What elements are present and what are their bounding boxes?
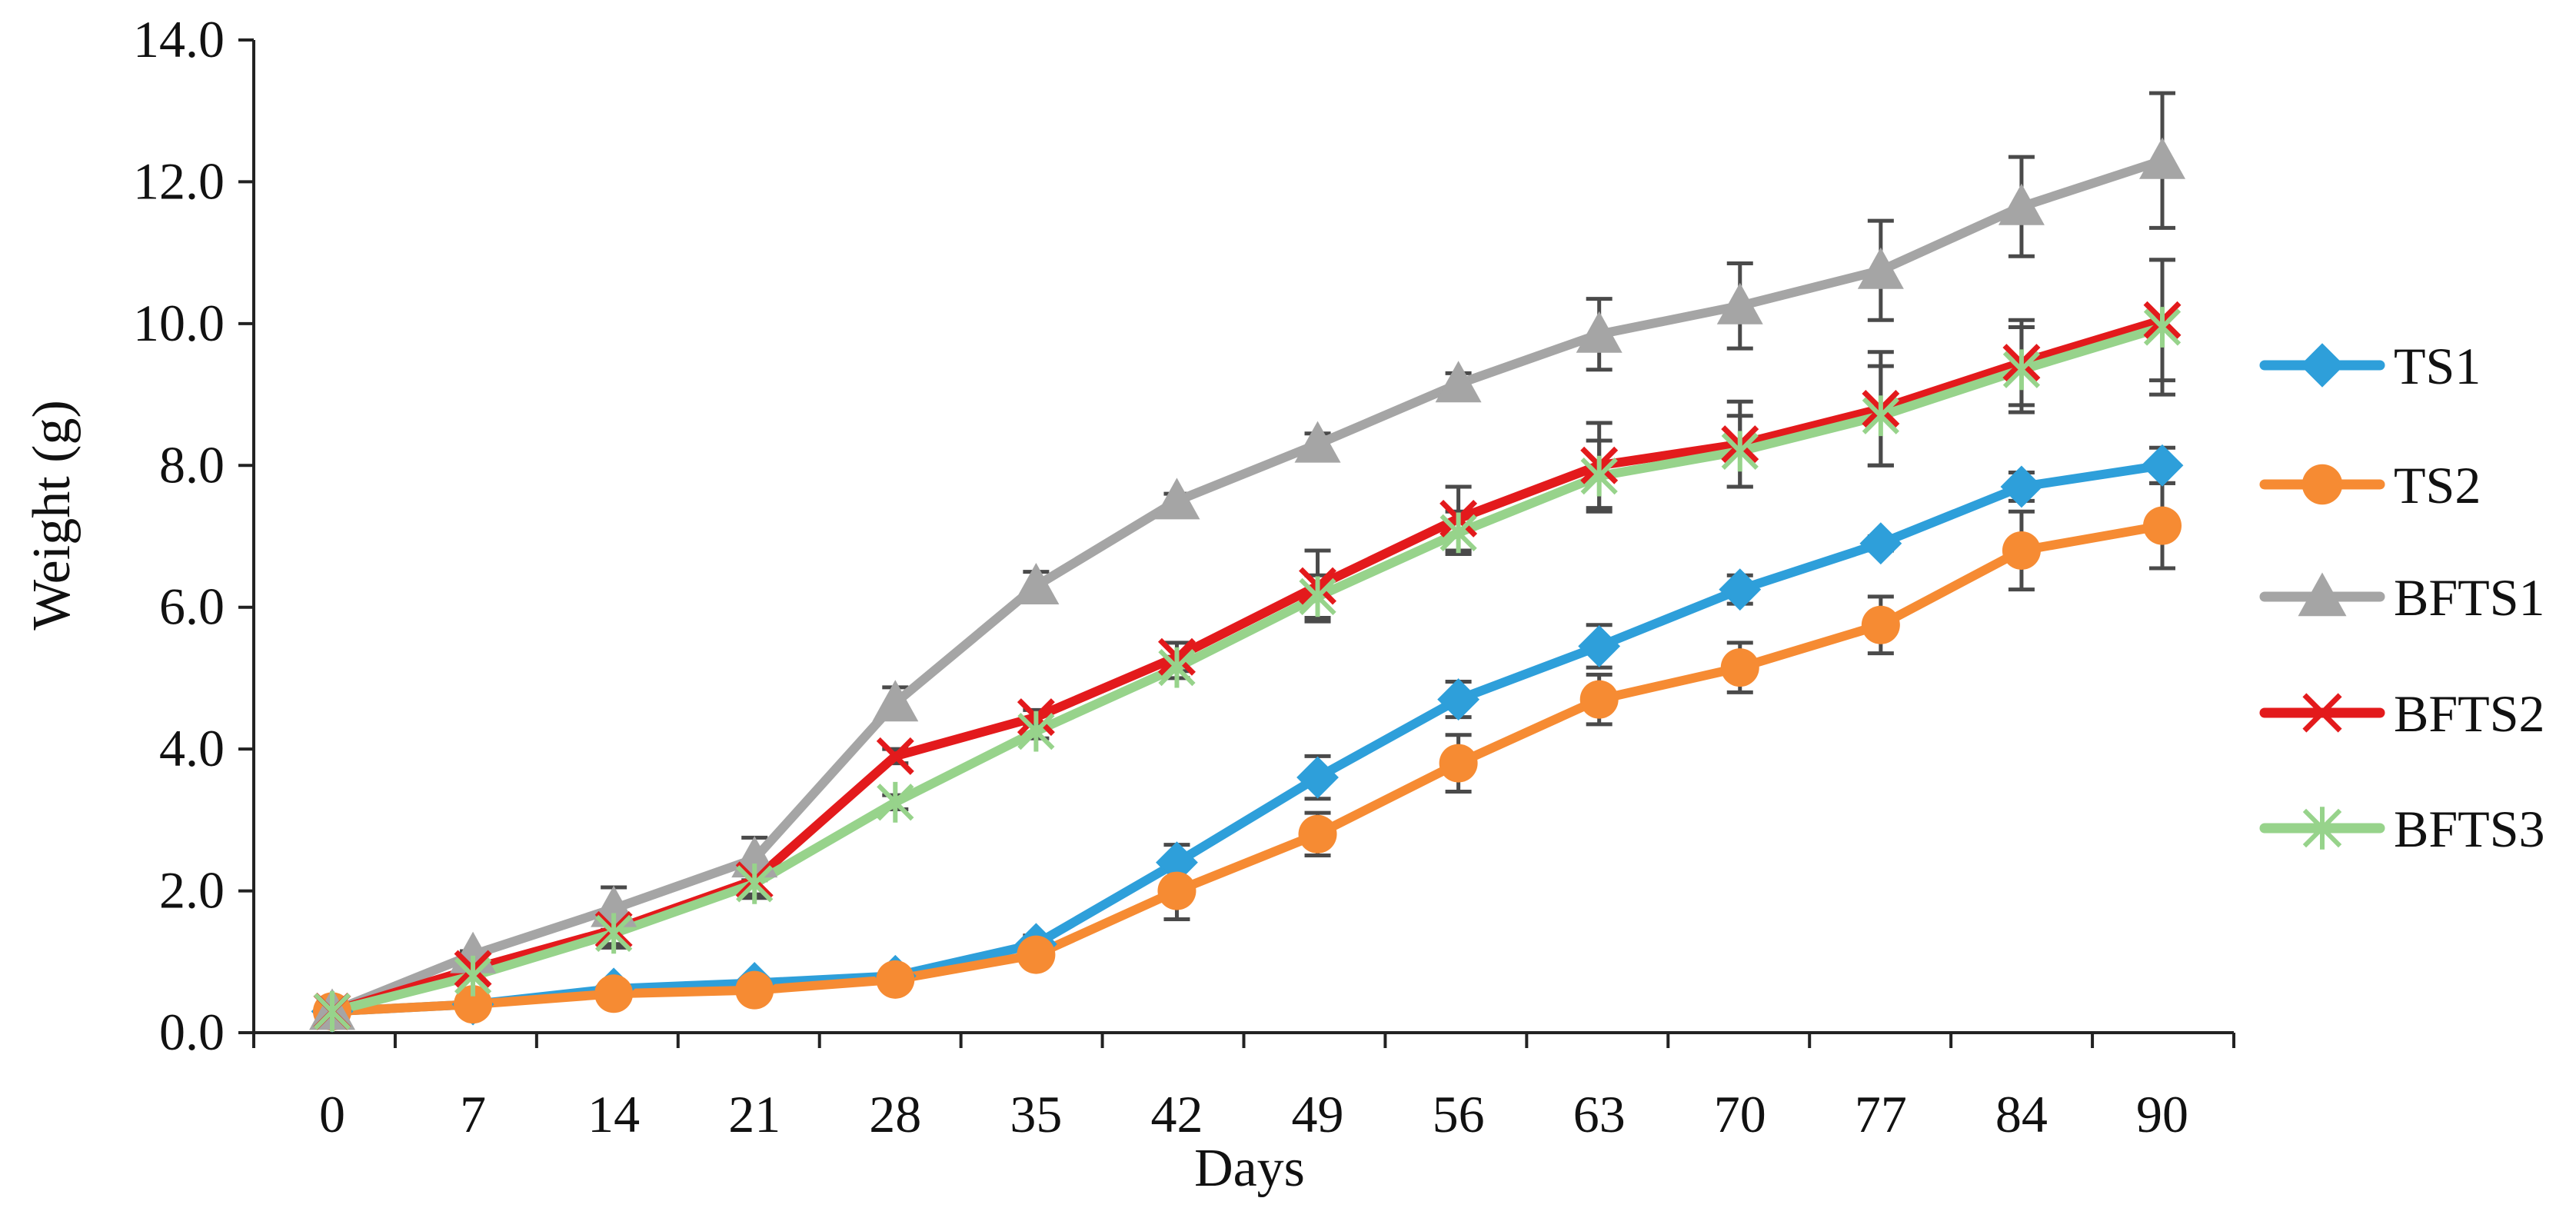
legend-item-bfts3: BFTS3 <box>2259 800 2545 858</box>
x-tick-label: 0 <box>319 1085 345 1143</box>
legend-label-ts2: TS2 <box>2394 456 2481 514</box>
data-point-ts2 <box>1861 605 1900 644</box>
data-point-bfts1 <box>1153 478 1200 520</box>
series-line-ts2 <box>328 521 2167 1017</box>
data-point-ts2 <box>1157 871 1196 910</box>
data-point-ts2 <box>1579 680 1619 719</box>
series-line-bfts1 <box>328 155 2167 1017</box>
data-point-bfts1 <box>1857 247 1904 289</box>
y-tick-label: 6.0 <box>159 577 225 636</box>
data-point-bfts2-stroke <box>876 737 914 775</box>
data-point-ts1 <box>1859 522 1902 565</box>
legend-marker-bfts2-stroke <box>2302 693 2342 733</box>
x-tick-label: 35 <box>1010 1085 1062 1143</box>
data-point-ts2 <box>1017 935 1056 974</box>
data-point-bfts1 <box>1716 282 1763 324</box>
legend-item-bfts2: BFTS2 <box>2259 684 2545 743</box>
data-point-ts1 <box>1578 625 1621 667</box>
series-line-bfts3 <box>328 322 2167 1017</box>
x-tick-label: 49 <box>1292 1085 1344 1143</box>
series-lines-layer <box>328 155 2167 1017</box>
axes-layer: 0.0 2.0 4.0 6.0 8.0 10.0 12.0 14.0 0 7 14 21 28 35 42 4… <box>133 10 2235 1143</box>
data-point-ts1 <box>2141 444 2184 487</box>
x-tick-label: 7 <box>460 1085 486 1143</box>
legend-label-bfts2: BFTS2 <box>2394 684 2545 743</box>
data-point-bfts3 <box>454 955 492 997</box>
data-point-bfts1 <box>1013 563 1060 605</box>
data-point-bfts2 <box>876 737 914 775</box>
data-point-bfts1 <box>1576 311 1622 353</box>
data-point-ts1 <box>1437 678 1480 721</box>
data-point-bfts3 <box>877 781 914 823</box>
data-point-bfts3 <box>1158 647 1196 688</box>
data-point-ts2 <box>1439 744 1478 783</box>
data-point-ts1 <box>2000 465 2043 508</box>
x-tick-label: 84 <box>1995 1085 2048 1143</box>
legend-marker-bfts2 <box>2302 693 2342 733</box>
data-point-ts2 <box>2002 531 2041 570</box>
data-point-bfts1 <box>1435 361 1482 403</box>
data-point-ts2 <box>1298 814 1337 854</box>
y-axis-title: Weight (g) <box>22 400 82 631</box>
y-tick-label: 4.0 <box>159 719 225 777</box>
data-point-bfts3 <box>2002 349 2041 391</box>
x-tick-label: 56 <box>1433 1085 1485 1143</box>
legend-label-bfts3: BFTS3 <box>2394 800 2545 858</box>
data-point-ts2 <box>594 974 634 1013</box>
data-point-ts1 <box>1296 756 1339 799</box>
data-point-bfts3 <box>1721 431 1759 472</box>
legend-item-ts2: TS2 <box>2259 456 2481 514</box>
legend-item-ts1: TS1 <box>2259 337 2481 395</box>
data-point-bfts3 <box>313 990 351 1032</box>
x-tick-label: 14 <box>587 1085 640 1143</box>
y-tick-label: 14.0 <box>133 10 225 68</box>
legend-label-ts1: TS1 <box>2394 337 2481 395</box>
x-axis-title: Days <box>1194 1139 1305 1198</box>
legend-label-bfts1: BFTS1 <box>2394 568 2545 627</box>
x-tick-label: 21 <box>728 1085 780 1143</box>
x-tick-label: 42 <box>1150 1085 1203 1143</box>
x-tick-label: 63 <box>1573 1085 1626 1143</box>
y-tick-label: 10.0 <box>133 294 225 352</box>
data-point-bfts3 <box>595 913 633 954</box>
data-point-ts2 <box>876 960 915 999</box>
y-tick-label: 0.0 <box>159 1003 225 1061</box>
legend-marker-bfts1 <box>2298 572 2347 617</box>
data-point-bfts3 <box>1017 710 1055 752</box>
x-tick-label: 70 <box>1714 1085 1766 1143</box>
series-line-ts1 <box>328 461 2167 1017</box>
legend: TS1 TS2 BFTS1 BFTS2 BFTS3 <box>2259 337 2545 858</box>
y-tick-label: 8.0 <box>159 435 225 494</box>
legend-marker-bfts3 <box>2302 807 2342 850</box>
x-tick-label: 90 <box>2136 1085 2188 1143</box>
error-bars-layer <box>319 91 2175 1017</box>
y-tick-label: 12.0 <box>133 151 225 210</box>
data-point-bfts3 <box>736 863 774 904</box>
data-point-bfts3 <box>1439 512 1477 554</box>
data-point-bfts1 <box>1998 183 2045 225</box>
data-point-ts1 <box>1719 568 1762 611</box>
legend-marker-ts1 <box>2300 343 2345 388</box>
data-point-bfts3 <box>1862 395 1899 437</box>
data-point-bfts3 <box>1299 576 1336 617</box>
data-point-bfts1 <box>1294 421 1341 463</box>
legend-marker-ts2 <box>2301 464 2343 505</box>
data-point-bfts3 <box>1580 455 1618 497</box>
data-point-ts2 <box>1720 648 1759 687</box>
data-point-bfts3 <box>2143 307 2182 348</box>
data-point-ts2 <box>2143 506 2182 545</box>
data-point-bfts1 <box>872 680 919 722</box>
data-point-ts2 <box>454 985 493 1024</box>
y-tick-label: 2.0 <box>159 861 225 920</box>
legend-item-bfts1: BFTS1 <box>2259 568 2545 627</box>
series-markers-layer <box>309 137 2185 1033</box>
x-tick-label: 28 <box>869 1085 921 1143</box>
data-point-ts2 <box>735 970 774 1010</box>
data-point-bfts1 <box>2139 137 2185 179</box>
x-tick-label: 77 <box>1855 1085 1907 1143</box>
